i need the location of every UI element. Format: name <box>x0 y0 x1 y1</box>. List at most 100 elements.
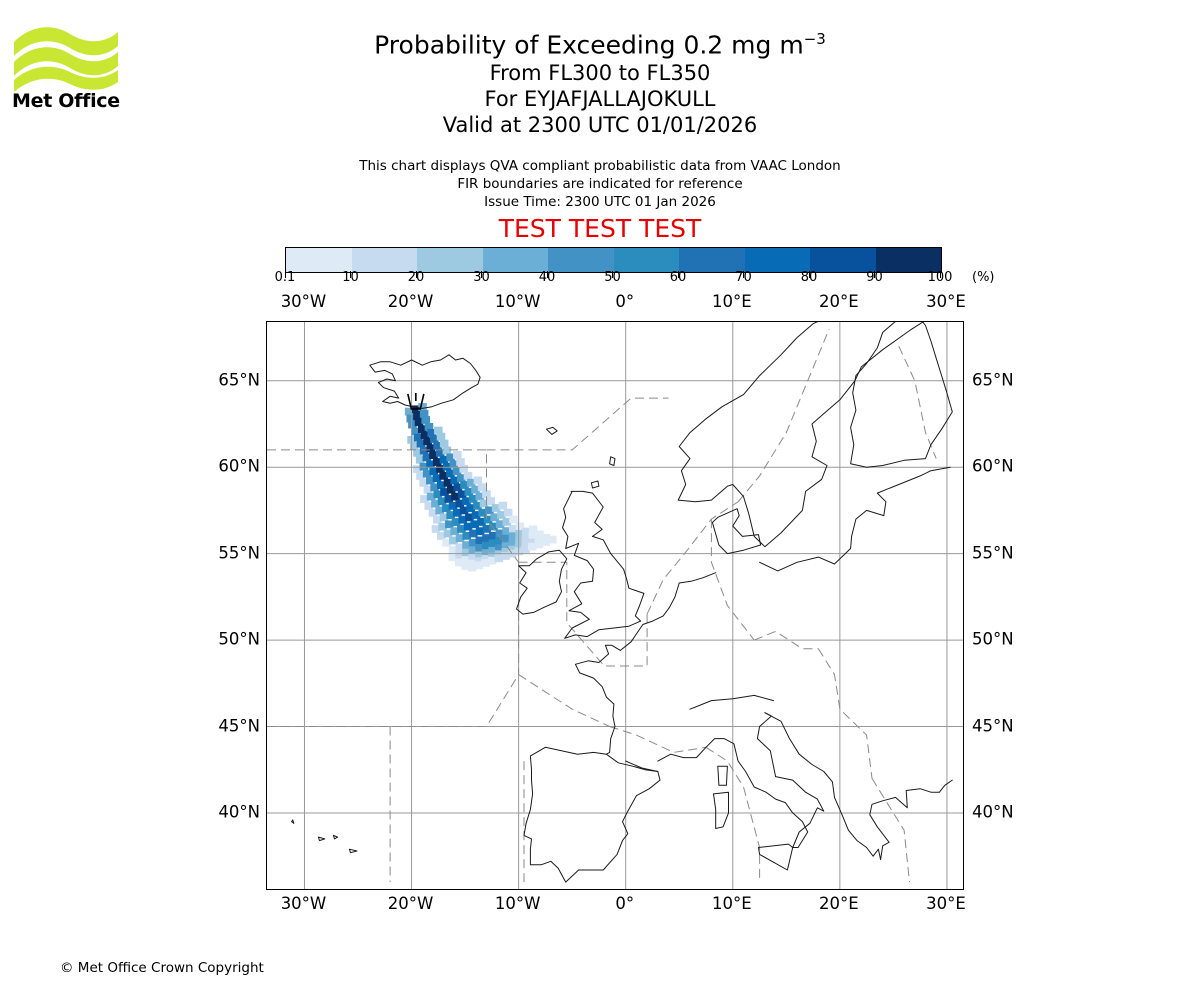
ash-cell <box>461 556 471 565</box>
ash-cell <box>495 544 504 553</box>
map-panel[interactable] <box>266 321 964 890</box>
ash-cell <box>446 469 455 478</box>
ash-cell <box>445 520 454 529</box>
latitude-axis-left: 40°N 45°N 50°N 55°N 60°N 65°N <box>196 321 260 890</box>
ash-cell <box>450 527 459 536</box>
fir-boundary-path <box>710 519 755 641</box>
ash-cell <box>419 409 429 418</box>
ash-cell <box>426 476 435 485</box>
ash-cell <box>522 527 531 536</box>
ash-cell <box>412 465 422 473</box>
ash-cell <box>433 515 442 524</box>
volcano-icon <box>407 392 425 410</box>
ash-cell <box>420 495 429 503</box>
ash-cell <box>468 494 478 503</box>
ash-cell <box>460 481 469 489</box>
ash-cell <box>468 559 477 568</box>
ash-cell <box>436 432 446 441</box>
volcano-marker <box>407 392 425 410</box>
note-line-2: FIR boundaries are indicated for referen… <box>457 176 743 192</box>
colorbar-tick-3 <box>481 271 483 278</box>
coastline-path <box>625 760 659 772</box>
fir-boundary-path <box>609 726 707 753</box>
coastline-path <box>317 836 326 842</box>
ash-cell <box>488 539 498 548</box>
ash-cell <box>431 525 441 533</box>
ash-cell <box>502 517 512 526</box>
ash-cell <box>515 537 524 546</box>
coastline-path <box>369 354 481 409</box>
ash-cell <box>413 412 422 421</box>
ash-cell <box>431 499 440 508</box>
ash-cell <box>457 525 466 533</box>
coastline-path <box>523 746 661 883</box>
ash-cell <box>462 497 471 506</box>
ash-cell <box>429 467 439 476</box>
colorbar-tick-10 <box>939 271 941 278</box>
coastline-path <box>590 480 600 489</box>
ash-cell <box>449 460 459 469</box>
ash-cell <box>471 485 480 494</box>
ash-cell <box>446 453 455 462</box>
coastline-path <box>717 765 728 786</box>
probability-colorbar <box>285 247 942 273</box>
ash-cell <box>455 543 465 552</box>
ash-cell <box>475 544 484 552</box>
valid-time-line: Valid at 2300 UTC 01/01/2026 <box>442 113 758 138</box>
colorbar-tick-4 <box>546 271 548 278</box>
lat-tick-left-55°N: 55°N <box>218 543 260 563</box>
lon-tick-top-10°W: 10°W <box>494 292 541 311</box>
coastlines <box>291 322 953 883</box>
colorbar-tick-labels: 0.1 10 20 30 40 50 60 70 80 90 100 <box>275 270 953 288</box>
ash-cell <box>437 532 446 540</box>
ash-cell <box>448 545 458 554</box>
ash-cell <box>409 442 419 450</box>
colorbar-label-10: 10 <box>342 270 359 285</box>
colorbar-band-2 <box>417 248 483 272</box>
ash-cell <box>521 541 531 549</box>
ash-cell <box>528 538 537 547</box>
ash-cell <box>453 451 462 459</box>
ash-cell <box>418 403 427 411</box>
ash-cell <box>442 538 451 547</box>
colorbar-ticks <box>284 271 941 280</box>
ash-cell <box>501 552 510 560</box>
ash-cell <box>426 444 436 453</box>
ash-cell <box>487 556 497 565</box>
ash-cell <box>475 551 484 560</box>
ash-cell <box>521 545 530 553</box>
ash-cell <box>502 527 511 535</box>
lon-tick-bottom-30°E: 30°E <box>926 894 966 913</box>
ash-cell <box>406 414 416 423</box>
colorbar-band-9 <box>875 248 941 272</box>
lat-tick-right-60°N: 60°N <box>972 456 1014 476</box>
coastline-path <box>546 426 558 435</box>
lon-tick-top-20°E: 20°E <box>819 292 859 311</box>
colorbar-band-7 <box>744 248 810 272</box>
colorbar-tick-8 <box>808 271 810 278</box>
ash-cell <box>470 520 480 529</box>
ash-cell <box>481 549 491 558</box>
ash-cell <box>475 536 485 545</box>
ash-cell <box>494 554 504 563</box>
colorbar-label-0.1: 0.1 <box>274 270 296 285</box>
lat-tick-left-45°N: 45°N <box>218 716 260 735</box>
lon-tick-top-0°: 0° <box>615 292 635 311</box>
ash-cell <box>521 535 531 544</box>
lat-tick-left-60°N: 60°N <box>218 456 260 476</box>
coastline-path <box>574 572 717 755</box>
ash-cell <box>489 522 498 531</box>
colorbar-tick-2 <box>415 271 417 278</box>
ash-cell <box>419 462 429 471</box>
ash-cell <box>494 550 504 559</box>
ash-cell <box>481 555 491 563</box>
lat-tick-right-50°N: 50°N <box>972 629 1014 649</box>
ash-cell <box>449 536 458 545</box>
ash-cell <box>440 488 449 496</box>
ash-cell <box>426 492 436 501</box>
ash-cell <box>448 553 458 562</box>
ash-cell <box>528 525 538 534</box>
ash-cell <box>481 559 490 567</box>
fir-boundary-path <box>898 345 937 459</box>
ash-cell <box>461 548 471 557</box>
